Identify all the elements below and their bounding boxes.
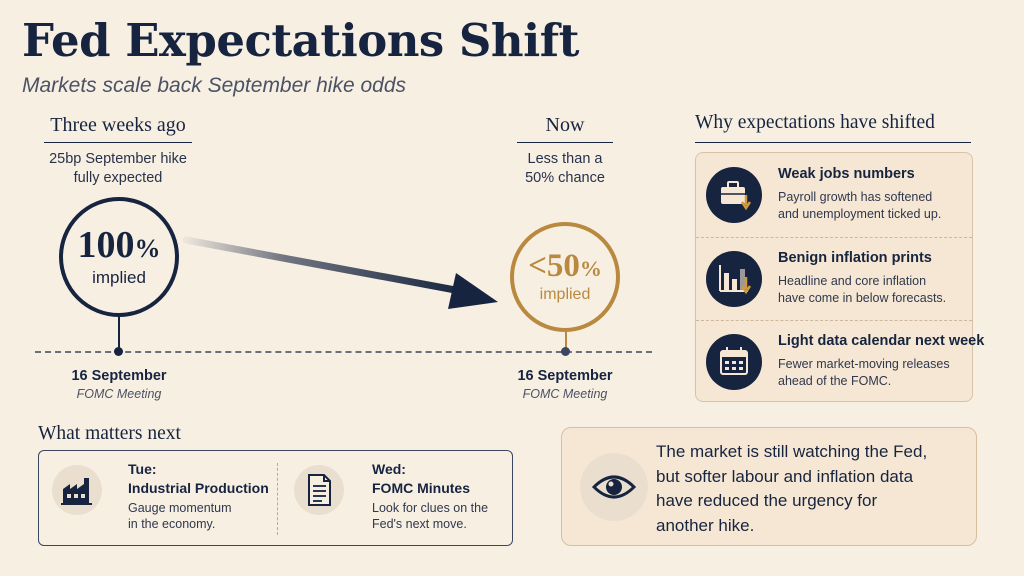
then-meeting: 16 September FOMC Meeting — [44, 368, 194, 401]
now-probability-circle: <50% implied — [510, 222, 620, 332]
next-item-industrial: Tue: Industrial Production Gauge momentu… — [39, 451, 277, 545]
now-description: Less than a 50% chance — [525, 151, 605, 186]
page-title: Fed Expectations Shift — [22, 14, 579, 67]
next-item-day: Tue: — [128, 461, 157, 477]
why-item-title: Light data calendar next week — [778, 333, 985, 349]
shift-arrow — [182, 236, 498, 309]
chart-down-icon — [706, 251, 762, 307]
page-subtitle: Markets scale back September hike odds — [22, 74, 407, 97]
then-description: 25bp September hike fully expected — [49, 151, 187, 186]
then-probability-circle: 100% implied — [59, 197, 179, 317]
why-heading: Why expectations have shifted — [695, 112, 971, 143]
summary-text: The market is still watching the Fed, bu… — [656, 442, 928, 535]
summary-callout: The market is still watching the Fed, bu… — [561, 427, 977, 546]
next-divider — [277, 463, 278, 535]
then-probability-label: implied — [92, 268, 146, 287]
next-item-minutes: Wed: FOMC Minutes Look for clues on the … — [279, 451, 512, 545]
then-marker-dot — [114, 347, 123, 356]
briefcase-down-icon — [706, 167, 762, 223]
why-item-description: Fewer market-moving releases ahead of th… — [778, 357, 950, 388]
eye-icon — [580, 453, 648, 521]
next-item-description: Gauge momentum in the economy. — [128, 501, 232, 531]
why-item-inflation: Benign inflation prints Headline and cor… — [696, 237, 972, 318]
now-meeting-date: 16 September — [517, 368, 613, 384]
then-meeting-name: FOMC Meeting — [76, 387, 162, 401]
next-item-description: Look for clues on the Fed's next move. — [372, 501, 489, 531]
factory-icon — [52, 465, 102, 515]
why-panel: Weak jobs numbers Payroll growth has sof… — [695, 152, 984, 402]
then-meeting-date: 16 September — [71, 368, 167, 384]
next-item-day: Wed: — [372, 461, 406, 477]
next-item-title: Industrial Production — [128, 480, 269, 496]
then-stem — [118, 310, 120, 352]
now-stem — [565, 330, 567, 352]
next-panel: Tue: Industrial Production Gauge momentu… — [38, 450, 513, 546]
why-item-jobs: Weak jobs numbers Payroll growth has sof… — [696, 154, 972, 234]
now-meeting-name: FOMC Meeting — [522, 387, 608, 401]
now-meeting: 16 September FOMC Meeting — [490, 368, 640, 401]
why-item-description: Headline and core inflation have come in… — [778, 274, 947, 305]
now-probability-label: implied — [539, 286, 591, 303]
then-heading: Three weeks ago — [44, 114, 192, 143]
now-probability-value: <50% — [528, 248, 602, 284]
next-item-title: FOMC Minutes — [372, 480, 470, 496]
why-item-title: Weak jobs numbers — [778, 166, 915, 182]
why-item-title: Benign inflation prints — [778, 250, 932, 266]
why-item-description: Payroll growth has softened and unemploy… — [778, 190, 942, 221]
why-item-calendar: Light data calendar next week Fewer mark… — [696, 320, 984, 401]
now-heading: Now — [517, 114, 613, 143]
now-marker-dot — [561, 347, 570, 356]
document-icon — [294, 465, 344, 515]
timeline-baseline — [35, 351, 652, 353]
next-heading: What matters next — [38, 423, 181, 444]
then-probability-value: 100% — [77, 224, 161, 266]
calendar-icon — [706, 334, 762, 390]
